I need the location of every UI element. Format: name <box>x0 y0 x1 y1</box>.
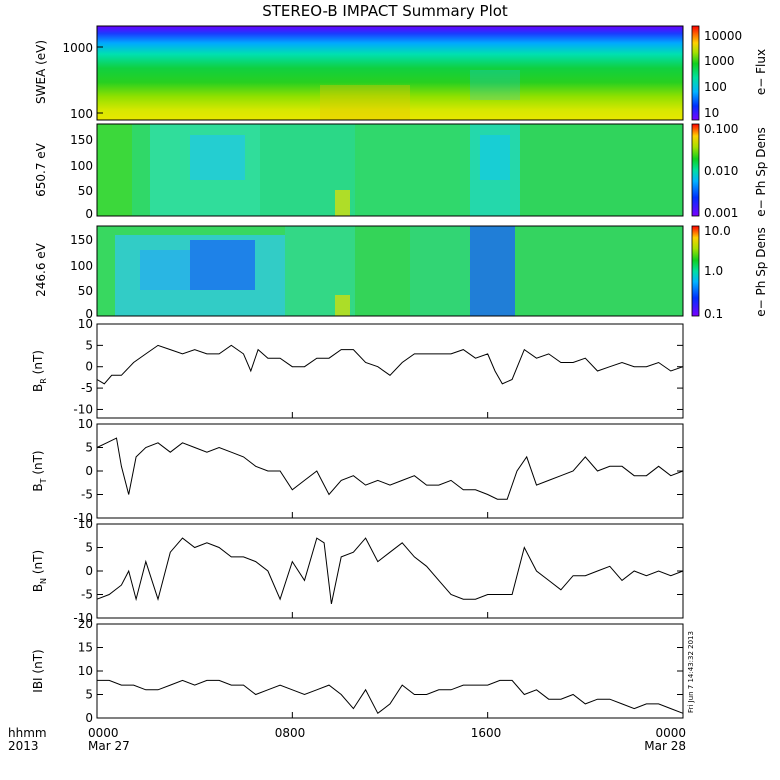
xaxis-tick-0000: 0000 <box>88 726 119 740</box>
swea-cb-tick-2: 100 <box>704 80 727 94</box>
bt-ytick-3: -5 <box>81 488 93 502</box>
panel-bmag: 20 15 10 5 0 IBI (nT) <box>31 617 684 725</box>
pad-650-ytick-0: 150 <box>70 133 93 147</box>
br-frame <box>96 323 684 419</box>
pad-650-cb-label: e− Ph Sp Dens <box>754 127 768 216</box>
panel-bt: 10 5 0 -5 -10 BT (nT) <box>31 417 684 525</box>
swea-ytick-1000: 1000 <box>62 41 93 55</box>
pad-246-cb-tick-0: 10.0 <box>704 224 731 238</box>
panel-650eV: 650.7 eV 150 100 50 0 0.100 0.010 0.001 … <box>34 122 768 221</box>
br-ytick-0: 10 <box>78 317 93 331</box>
swea-cb-tick-3: 10 <box>704 106 719 120</box>
xaxis-date-start: Mar 27 <box>88 739 130 753</box>
swea-cb-tick-0: 10000 <box>704 29 742 43</box>
swea-ylabel: SWEA (eV) <box>34 40 48 104</box>
pad-246-cb-tick-2: 0.1 <box>704 307 723 321</box>
bn-ytick-2: 0 <box>85 564 93 578</box>
bn-ytick-3: -5 <box>81 588 93 602</box>
xaxis-tick-0000-end: 0000 <box>655 726 686 740</box>
bn-ylabel: BN (nT) <box>31 550 48 592</box>
xaxis-date-end: Mar 28 <box>644 739 686 753</box>
line-panels: 10 5 0 -5 -10 BR (nT) 10 5 0 -5 -10 BT (nT) 10 5 0 -5 -1… <box>31 317 684 725</box>
bn-frame <box>96 523 684 619</box>
timestamp-label: Fri Jun 7 14:43:32 2013 <box>687 631 695 713</box>
panel-bn: 10 5 0 -5 -10 BN (nT) <box>31 517 684 625</box>
br-ylabel: BR (nT) <box>31 350 48 392</box>
pad-650-cb-tick-2: 0.001 <box>704 206 738 220</box>
bmag-ytick-2: 10 <box>78 664 93 678</box>
bmag-ytick-1: 15 <box>78 641 93 655</box>
swea-frame <box>96 25 684 121</box>
bmag-ylabel: IBI (nT) <box>31 649 45 692</box>
bt-series-line <box>96 437 684 500</box>
br-ytick-1: 5 <box>85 338 93 352</box>
pad-246-ytick-2: 50 <box>78 284 93 298</box>
bn-ytick-0: 10 <box>78 517 93 531</box>
bmag-series-line <box>97 679 684 715</box>
br-ytick-2: 0 <box>85 360 93 374</box>
pad-650-ylabel: 650.7 eV <box>34 142 48 197</box>
pad-246-ytick-1: 100 <box>70 259 93 273</box>
bn-ytick-4: -10 <box>73 611 93 625</box>
swea-cb-label: e− Flux <box>754 49 768 95</box>
plot-title: STEREO-B IMPACT Summary Plot <box>262 2 508 20</box>
bt-ylabel: BT (nT) <box>31 450 48 491</box>
panel-br: 10 5 0 -5 -10 BR (nT) <box>31 317 684 419</box>
bn-series-line <box>96 537 684 605</box>
panel-swea: SWEA (eV) 1000 100 10000 1000 100 10 e− … <box>34 25 768 121</box>
pad-246-colorbar <box>691 225 700 317</box>
pad-246-ytick-0: 150 <box>70 233 93 247</box>
bmag-ytick-0: 20 <box>78 617 93 631</box>
br-ytick-4: -10 <box>73 402 93 416</box>
pad-650-cb-tick-0: 0.100 <box>704 122 738 136</box>
br-ytick-3: -5 <box>81 381 93 395</box>
pad-246-ytick-3: 0 <box>85 307 93 321</box>
bmag-ytick-4: 0 <box>85 711 93 725</box>
xaxis-year-label: 2013 <box>8 739 39 753</box>
pad-246-ylabel: 246.6 eV <box>34 242 48 297</box>
br-series-line <box>96 344 684 385</box>
bmag-ytick-3: 5 <box>85 688 93 702</box>
pad-650-colorbar <box>691 123 700 217</box>
panel-246eV: 246.6 eV 150 100 50 0 10.0 1.0 0.1 e− Ph… <box>34 224 768 321</box>
pad-650-cb-tick-1: 0.010 <box>704 164 738 178</box>
swea-cb-tick-1: 1000 <box>704 54 735 68</box>
xaxis-tick-0800: 0800 <box>275 726 306 740</box>
swea-colorbar <box>691 25 700 121</box>
swea-ytick-100: 100 <box>70 107 93 121</box>
swea-spectrogram <box>97 26 683 120</box>
pad-246-cb-tick-1: 1.0 <box>704 264 723 278</box>
bt-ytick-2: 0 <box>85 464 93 478</box>
bt-ytick-0: 10 <box>78 417 93 431</box>
bn-ytick-1: 5 <box>85 541 93 555</box>
bt-frame <box>96 423 684 519</box>
xaxis-hhmm-label: hhmm <box>8 726 47 740</box>
pad-650-ytick-3: 0 <box>85 207 93 221</box>
pad-246-cb-label: e− Ph Sp Dens <box>754 227 768 316</box>
pad-650-ytick-1: 100 <box>70 159 93 173</box>
xaxis-tick-1600: 1600 <box>471 726 502 740</box>
bt-ytick-1: 5 <box>85 441 93 455</box>
bt-ytick-4: -10 <box>73 511 93 525</box>
pad-650-ytick-2: 50 <box>78 184 93 198</box>
